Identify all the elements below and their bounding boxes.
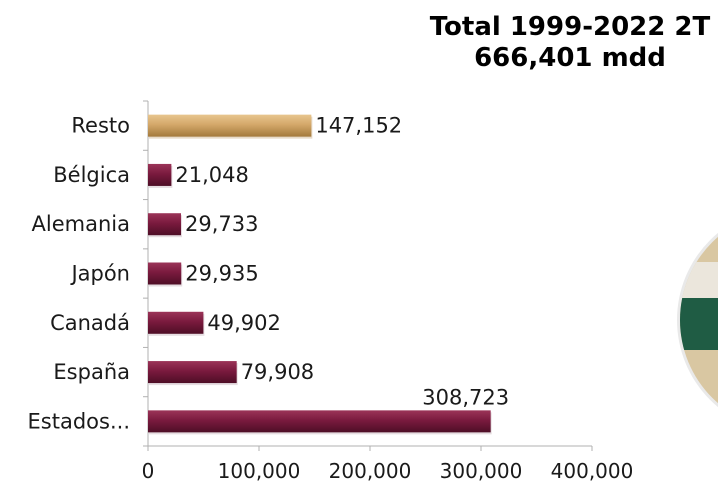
bar-5 <box>148 311 204 334</box>
data-label: 21,048 <box>175 163 248 187</box>
category-label: Resto <box>71 114 130 138</box>
x-tick-label: 100,000 <box>218 459 301 483</box>
category-label: España <box>53 360 130 384</box>
data-label: 147,152 <box>315 114 402 138</box>
bar-3 <box>148 213 182 236</box>
category-label: Estados... <box>28 409 130 433</box>
pie-slice-green <box>680 298 718 350</box>
bar-6 <box>148 361 237 384</box>
data-label: 29,935 <box>185 262 258 286</box>
bar-7 <box>148 410 491 433</box>
bar-2 <box>148 163 172 186</box>
category-label: Canadá <box>50 311 130 335</box>
category-label: Alemania <box>32 212 130 236</box>
chart-title: Total 1999-2022 2T <box>429 12 711 42</box>
data-label: 49,902 <box>207 311 280 335</box>
data-label: 79,908 <box>241 360 314 384</box>
x-tick-label: 0 <box>142 459 155 483</box>
pie-chart-partial <box>677 232 718 408</box>
x-tick-label: 400,000 <box>551 459 634 483</box>
category-label: Japón <box>69 262 130 286</box>
category-label: Bélgica <box>53 163 130 187</box>
x-tick-label: 300,000 <box>440 459 523 483</box>
data-label: 29,733 <box>185 212 258 236</box>
chart-bars: Resto 147,152 Bélgica 21,048 Alemania 29,733 J… <box>28 114 509 435</box>
chart-subtitle: 666,401 mdd <box>474 43 666 73</box>
data-label: 308,723 <box>422 385 509 409</box>
x-tick-label: 200,000 <box>329 459 412 483</box>
chart-title-block: Total 1999-2022 2T 666,401 mdd <box>400 12 718 74</box>
bar-1 <box>148 114 312 137</box>
bar-4 <box>148 262 182 285</box>
chart-axes: 0 100,000 200,000 300,000 400,000 <box>142 100 634 483</box>
